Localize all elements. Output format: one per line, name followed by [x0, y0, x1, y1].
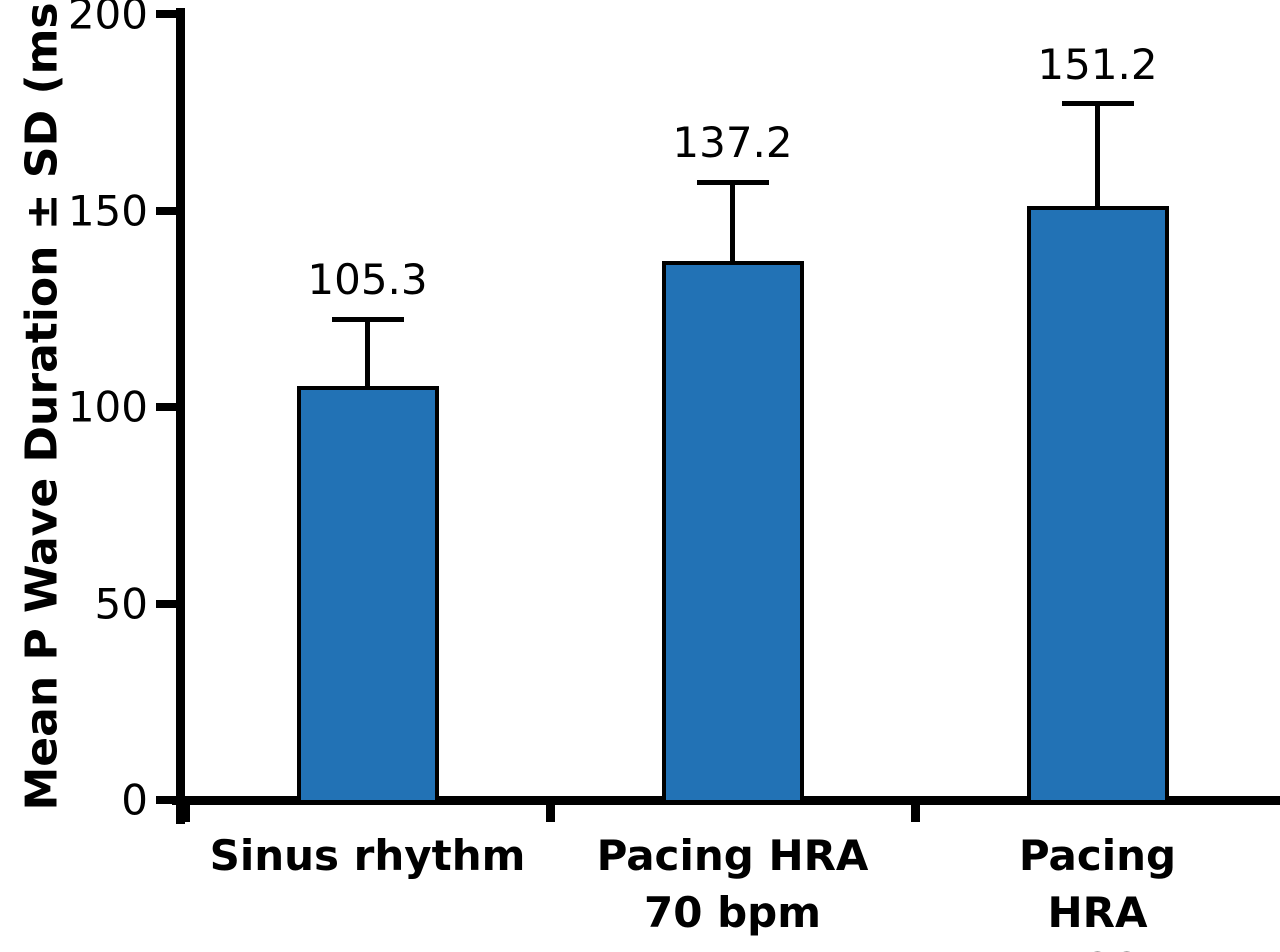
error-bar-cap — [696, 179, 769, 185]
y-tick-label: 100 — [67, 382, 148, 432]
y-tick-mark — [156, 796, 178, 804]
error-bar-cap — [331, 316, 404, 322]
bar-value-label: 137.2 — [672, 118, 793, 168]
y-tick-mark — [156, 599, 178, 608]
y-tick-mark — [156, 206, 178, 215]
bar — [296, 386, 439, 804]
category-label: Pacing HRA 100 bpm — [1018, 831, 1177, 952]
y-axis-line — [176, 8, 185, 824]
category-label: Sinus rhythm — [209, 831, 526, 880]
error-bar-line — [730, 182, 735, 261]
error-bar-line — [365, 319, 370, 387]
y-tick-label: 50 — [94, 579, 148, 628]
bar — [661, 260, 804, 804]
bar-value-label: 151.2 — [1037, 39, 1158, 89]
y-tick-mark — [156, 10, 178, 18]
y-tick-label: 0 — [121, 775, 148, 825]
bar — [1026, 205, 1169, 804]
y-tick-mark — [156, 403, 178, 411]
x-tick-mark — [910, 800, 920, 822]
y-tick-label: 200 — [67, 0, 148, 39]
error-bar-cap — [1061, 101, 1134, 107]
y-tick-label: 150 — [67, 186, 148, 235]
x-tick-mark — [180, 800, 190, 822]
category-label: Pacing HRA 70 bpm — [596, 831, 869, 937]
x-tick-mark — [545, 800, 555, 822]
error-bar-line — [1095, 103, 1100, 206]
bar-value-label: 105.3 — [307, 255, 428, 305]
